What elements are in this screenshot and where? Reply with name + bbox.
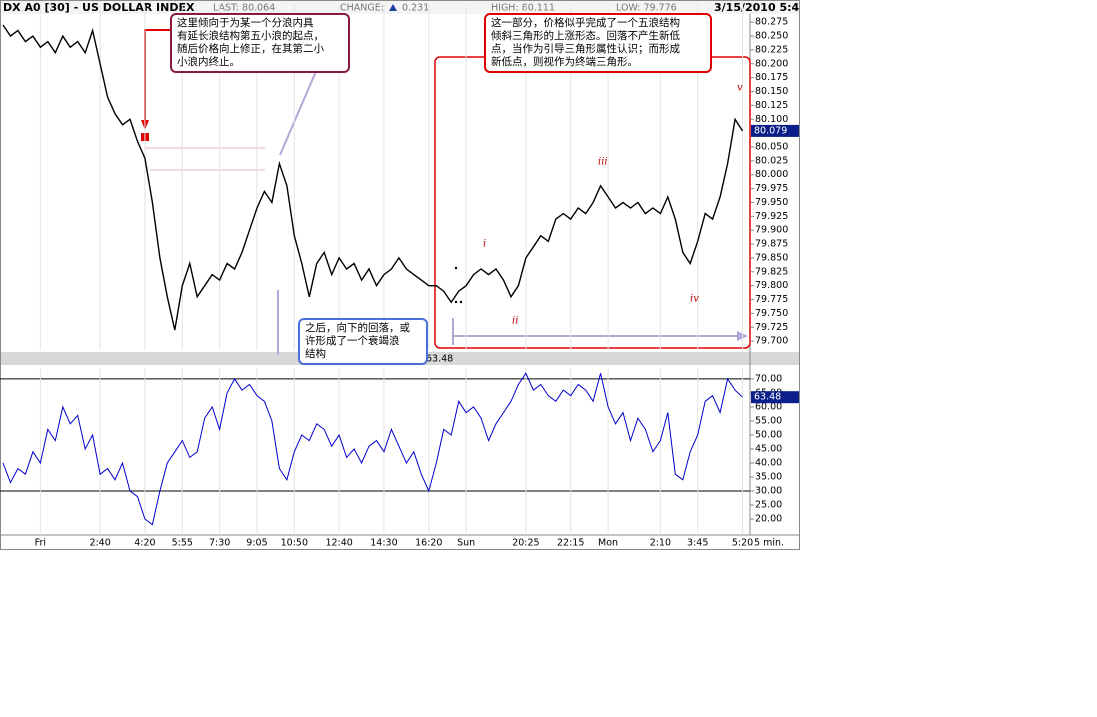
wave-label: i bbox=[483, 239, 486, 250]
x-tick-label: Mon bbox=[598, 538, 618, 549]
y-tick-label: 25.00 bbox=[755, 500, 782, 511]
y-tick-label: 79.800 bbox=[755, 280, 788, 291]
chart-frame bbox=[0, 0, 800, 550]
y-tick-label: 35.00 bbox=[755, 471, 782, 482]
y-tick-label: 70.00 bbox=[755, 373, 782, 384]
y-tick-label: 79.900 bbox=[755, 225, 788, 236]
x-tick-label: 5:20 bbox=[732, 538, 753, 549]
note-line: 有延长浪结构第五小浪的起点， bbox=[177, 30, 324, 42]
y-tick-label: 80.175 bbox=[755, 72, 788, 83]
y-tick-label: 80.050 bbox=[755, 141, 788, 152]
high: HIGH: 80.111 bbox=[491, 3, 555, 14]
x-tick-label: 3:45 bbox=[687, 538, 708, 549]
y-tick-label: 79.825 bbox=[755, 266, 788, 277]
separator-label: 63.48 bbox=[426, 354, 453, 365]
y-tick-label: 45.00 bbox=[755, 443, 782, 454]
wave-label: iv bbox=[690, 294, 699, 305]
note: 这里倾向于为某一个分浪内具 有延长浪结构第五小浪的起点， 随后价格向上修正，在其第二… bbox=[170, 13, 350, 73]
y-tick-label: 55.00 bbox=[755, 415, 782, 426]
last-value-box bbox=[751, 391, 799, 404]
x-tick-label: 2:10 bbox=[650, 538, 671, 549]
x-tick-label: 16:20 bbox=[415, 538, 442, 549]
last-value-label: 80.079 bbox=[754, 125, 787, 136]
wave-label: ii bbox=[512, 316, 518, 327]
change: 0.231 bbox=[402, 3, 429, 14]
y-tick-label: 50.00 bbox=[755, 429, 782, 440]
x-tick-label: 4:20 bbox=[134, 538, 155, 549]
note-line: 点，当作为引导三角形属性认识；而形成 bbox=[491, 43, 680, 55]
y-tick-label: 80.225 bbox=[755, 44, 788, 55]
note-line: 之后，向下的回落，或 bbox=[305, 322, 410, 334]
y-tick-label: 80.125 bbox=[755, 100, 788, 111]
last-value-label: 63.48 bbox=[754, 392, 781, 403]
interval-label: 5 min. bbox=[754, 538, 784, 549]
y-tick-label: 80.025 bbox=[755, 155, 788, 166]
y-tick-label: 20.00 bbox=[755, 514, 782, 525]
note-line: 倾斜三角形的上涨形态。回落不产生新低 bbox=[491, 30, 680, 42]
note-line: 许形成了一个衰竭浪 bbox=[305, 335, 400, 347]
up-arrow bbox=[389, 4, 397, 11]
x-tick-label: 12:40 bbox=[325, 538, 352, 549]
low: LOW: 79.776 bbox=[616, 3, 677, 14]
y-tick-label: 79.875 bbox=[755, 239, 788, 250]
note-line: 小浪内终止。 bbox=[177, 56, 240, 68]
y-tick-label: 79.975 bbox=[755, 183, 788, 194]
x-tick-label: 20:25 bbox=[512, 538, 539, 549]
y-tick-label: 80.200 bbox=[755, 58, 788, 69]
x-tick-label: 9:05 bbox=[246, 538, 267, 549]
x-tick-label: 10:50 bbox=[281, 538, 308, 549]
wave-label: iii bbox=[598, 157, 608, 168]
last: LAST: 80.064 bbox=[213, 3, 275, 14]
y-tick-label: 60.00 bbox=[755, 401, 782, 412]
note-line: 这一部分，价格似乎完成了一个五浪结构 bbox=[491, 17, 680, 29]
note-line: 新低点，则视作为终端三角形。 bbox=[491, 56, 638, 68]
price-line bbox=[2, 24, 744, 331]
y-tick-label: 79.750 bbox=[755, 308, 788, 319]
dot bbox=[459, 300, 463, 304]
dot bbox=[454, 266, 458, 270]
pointer-line bbox=[279, 61, 321, 156]
y-tick-label: 79.725 bbox=[755, 322, 788, 333]
x-tick-label: 22:15 bbox=[557, 538, 584, 549]
y-tick-label: 80.100 bbox=[755, 114, 788, 125]
price-line bbox=[2, 372, 743, 526]
note: 这一部分，价格似乎完成了一个五浪结构 倾斜三角形的上涨形态。回落不产生新低 点，当作… bbox=[484, 13, 712, 73]
y-tick-label: 80.150 bbox=[755, 86, 788, 97]
note-line: 这里倾向于为某一个分浪内具 bbox=[177, 17, 314, 29]
y-tick-label: 79.950 bbox=[755, 197, 788, 208]
y-tick-label: 30.00 bbox=[755, 486, 782, 497]
y-tick-label: 80.275 bbox=[755, 17, 788, 28]
x-tick-label: Fri bbox=[35, 538, 46, 549]
y-tick-label: 79.925 bbox=[755, 211, 788, 222]
x-tick-label: 7:30 bbox=[209, 538, 230, 549]
last-value-box bbox=[751, 124, 799, 137]
y-tick-label: 79.775 bbox=[755, 294, 788, 305]
y-tick-label: 40.00 bbox=[755, 457, 782, 468]
wave-label: v bbox=[737, 83, 743, 94]
y-tick-label: 79.700 bbox=[755, 336, 788, 347]
y-tick-label: 80.250 bbox=[755, 31, 788, 42]
date: 3/15/2010 5:45 bbox=[714, 1, 800, 14]
note-line: 随后价格向上修正，在其第二小 bbox=[177, 43, 324, 55]
symbol: DX A0 [30] - US DOLLAR INDEX bbox=[3, 1, 195, 14]
note-line: 结构 bbox=[305, 348, 326, 360]
change-label: CHANGE: bbox=[340, 3, 384, 14]
y-tick-label: 80.000 bbox=[755, 169, 788, 180]
x-tick-label: Sun bbox=[457, 538, 475, 549]
header-bar bbox=[0, 0, 800, 14]
x-tick-label: 2:40 bbox=[89, 538, 110, 549]
dot bbox=[454, 300, 458, 304]
x-tick-label: 5:55 bbox=[172, 538, 193, 549]
y-tick-label: 79.850 bbox=[755, 252, 788, 263]
x-tick-label: 14:30 bbox=[370, 538, 397, 549]
pointer-arrow bbox=[144, 29, 172, 128]
note: 之后，向下的回落，或 许形成了一个衰竭浪 结构 bbox=[298, 318, 428, 365]
chart: DX A0 [30] - US DOLLAR INDEX LAST: 80.06… bbox=[0, 0, 800, 550]
